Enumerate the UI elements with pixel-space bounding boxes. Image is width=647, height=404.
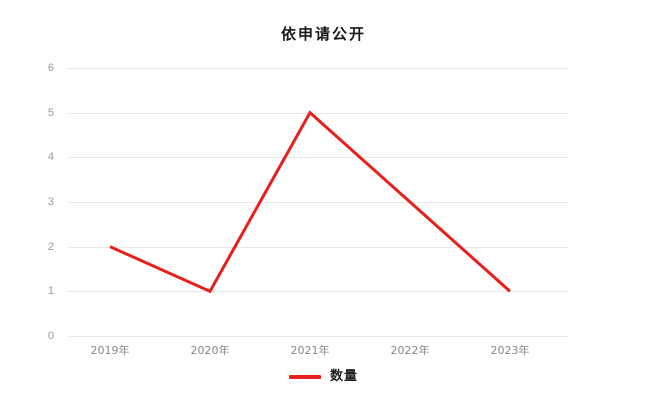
gridline — [68, 68, 568, 69]
y-tick-label: 6 — [47, 62, 54, 74]
legend-label: 数量 — [329, 369, 358, 384]
x-tick-label: 2022年 — [390, 344, 430, 357]
x-tick-label: 2019年 — [90, 344, 130, 357]
x-axis: 2019年 2020年 2021年 2022年 2023年 — [0, 344, 647, 362]
legend-swatch-icon — [288, 374, 321, 379]
y-tick-label: 4 — [47, 151, 54, 164]
y-tick-label: 5 — [47, 106, 54, 119]
x-tick-label: 2023年 — [490, 344, 530, 357]
chart-legend: 数量 — [0, 370, 647, 383]
chart-title: 依申请公开 — [280, 25, 366, 43]
x-tick-label: 2020年 — [190, 344, 230, 357]
y-tick-label: 0 — [47, 330, 54, 342]
gridline — [68, 336, 568, 337]
y-tick-label: 3 — [47, 196, 54, 208]
y-tick-label: 2 — [47, 240, 54, 253]
legend-item[interactable]: 数量 — [288, 369, 358, 384]
y-tick-label: 1 — [47, 285, 54, 298]
x-tick-label: 2021年 — [290, 344, 330, 357]
